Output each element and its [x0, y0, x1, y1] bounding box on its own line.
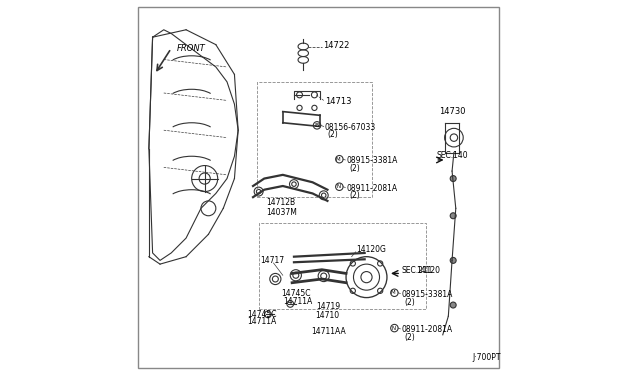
Text: 14711A: 14711A [283, 297, 312, 306]
Circle shape [450, 176, 456, 182]
Text: 14722: 14722 [323, 41, 349, 50]
Text: 08915-3381A: 08915-3381A [401, 290, 452, 299]
Text: M: M [391, 290, 396, 295]
Text: 14120G: 14120G [356, 245, 387, 254]
Text: (2): (2) [328, 130, 338, 139]
Bar [259, 223, 426, 309]
Text: SEC.211: SEC.211 [402, 266, 433, 275]
Text: 08911-2081A: 08911-2081A [346, 184, 397, 193]
Text: 14713: 14713 [325, 97, 351, 106]
Text: J·700PT: J·700PT [472, 353, 501, 362]
Text: M: M [336, 157, 340, 162]
Text: 08156-67033: 08156-67033 [324, 123, 376, 132]
Text: (2): (2) [349, 191, 360, 200]
Text: (2): (2) [405, 298, 415, 307]
Bar [257, 82, 372, 197]
Text: 14120: 14120 [416, 266, 440, 275]
Text: 14037M: 14037M [266, 208, 297, 217]
Text: FRONT: FRONT [177, 44, 205, 53]
Text: 14712B: 14712B [266, 198, 295, 207]
Text: 14745C: 14745C [248, 310, 277, 319]
Text: N: N [391, 326, 396, 331]
Circle shape [450, 257, 456, 263]
Circle shape [450, 213, 456, 219]
Text: 14719: 14719 [316, 302, 340, 311]
Text: B: B [314, 123, 318, 128]
Text: N: N [336, 184, 340, 189]
Text: 14745C: 14745C [281, 289, 310, 298]
Text: 14711A: 14711A [248, 317, 276, 326]
Text: (2): (2) [349, 164, 360, 173]
Text: SEC.140: SEC.140 [436, 151, 468, 160]
Text: 14717: 14717 [260, 256, 285, 265]
Circle shape [450, 302, 456, 308]
Text: (2): (2) [405, 333, 415, 342]
Text: 14711AA: 14711AA [311, 327, 346, 336]
Text: 14730: 14730 [439, 107, 465, 116]
Text: 08915-3381A: 08915-3381A [346, 156, 397, 165]
Text: 14710: 14710 [316, 311, 340, 320]
Text: 08911-2081A: 08911-2081A [401, 326, 452, 334]
